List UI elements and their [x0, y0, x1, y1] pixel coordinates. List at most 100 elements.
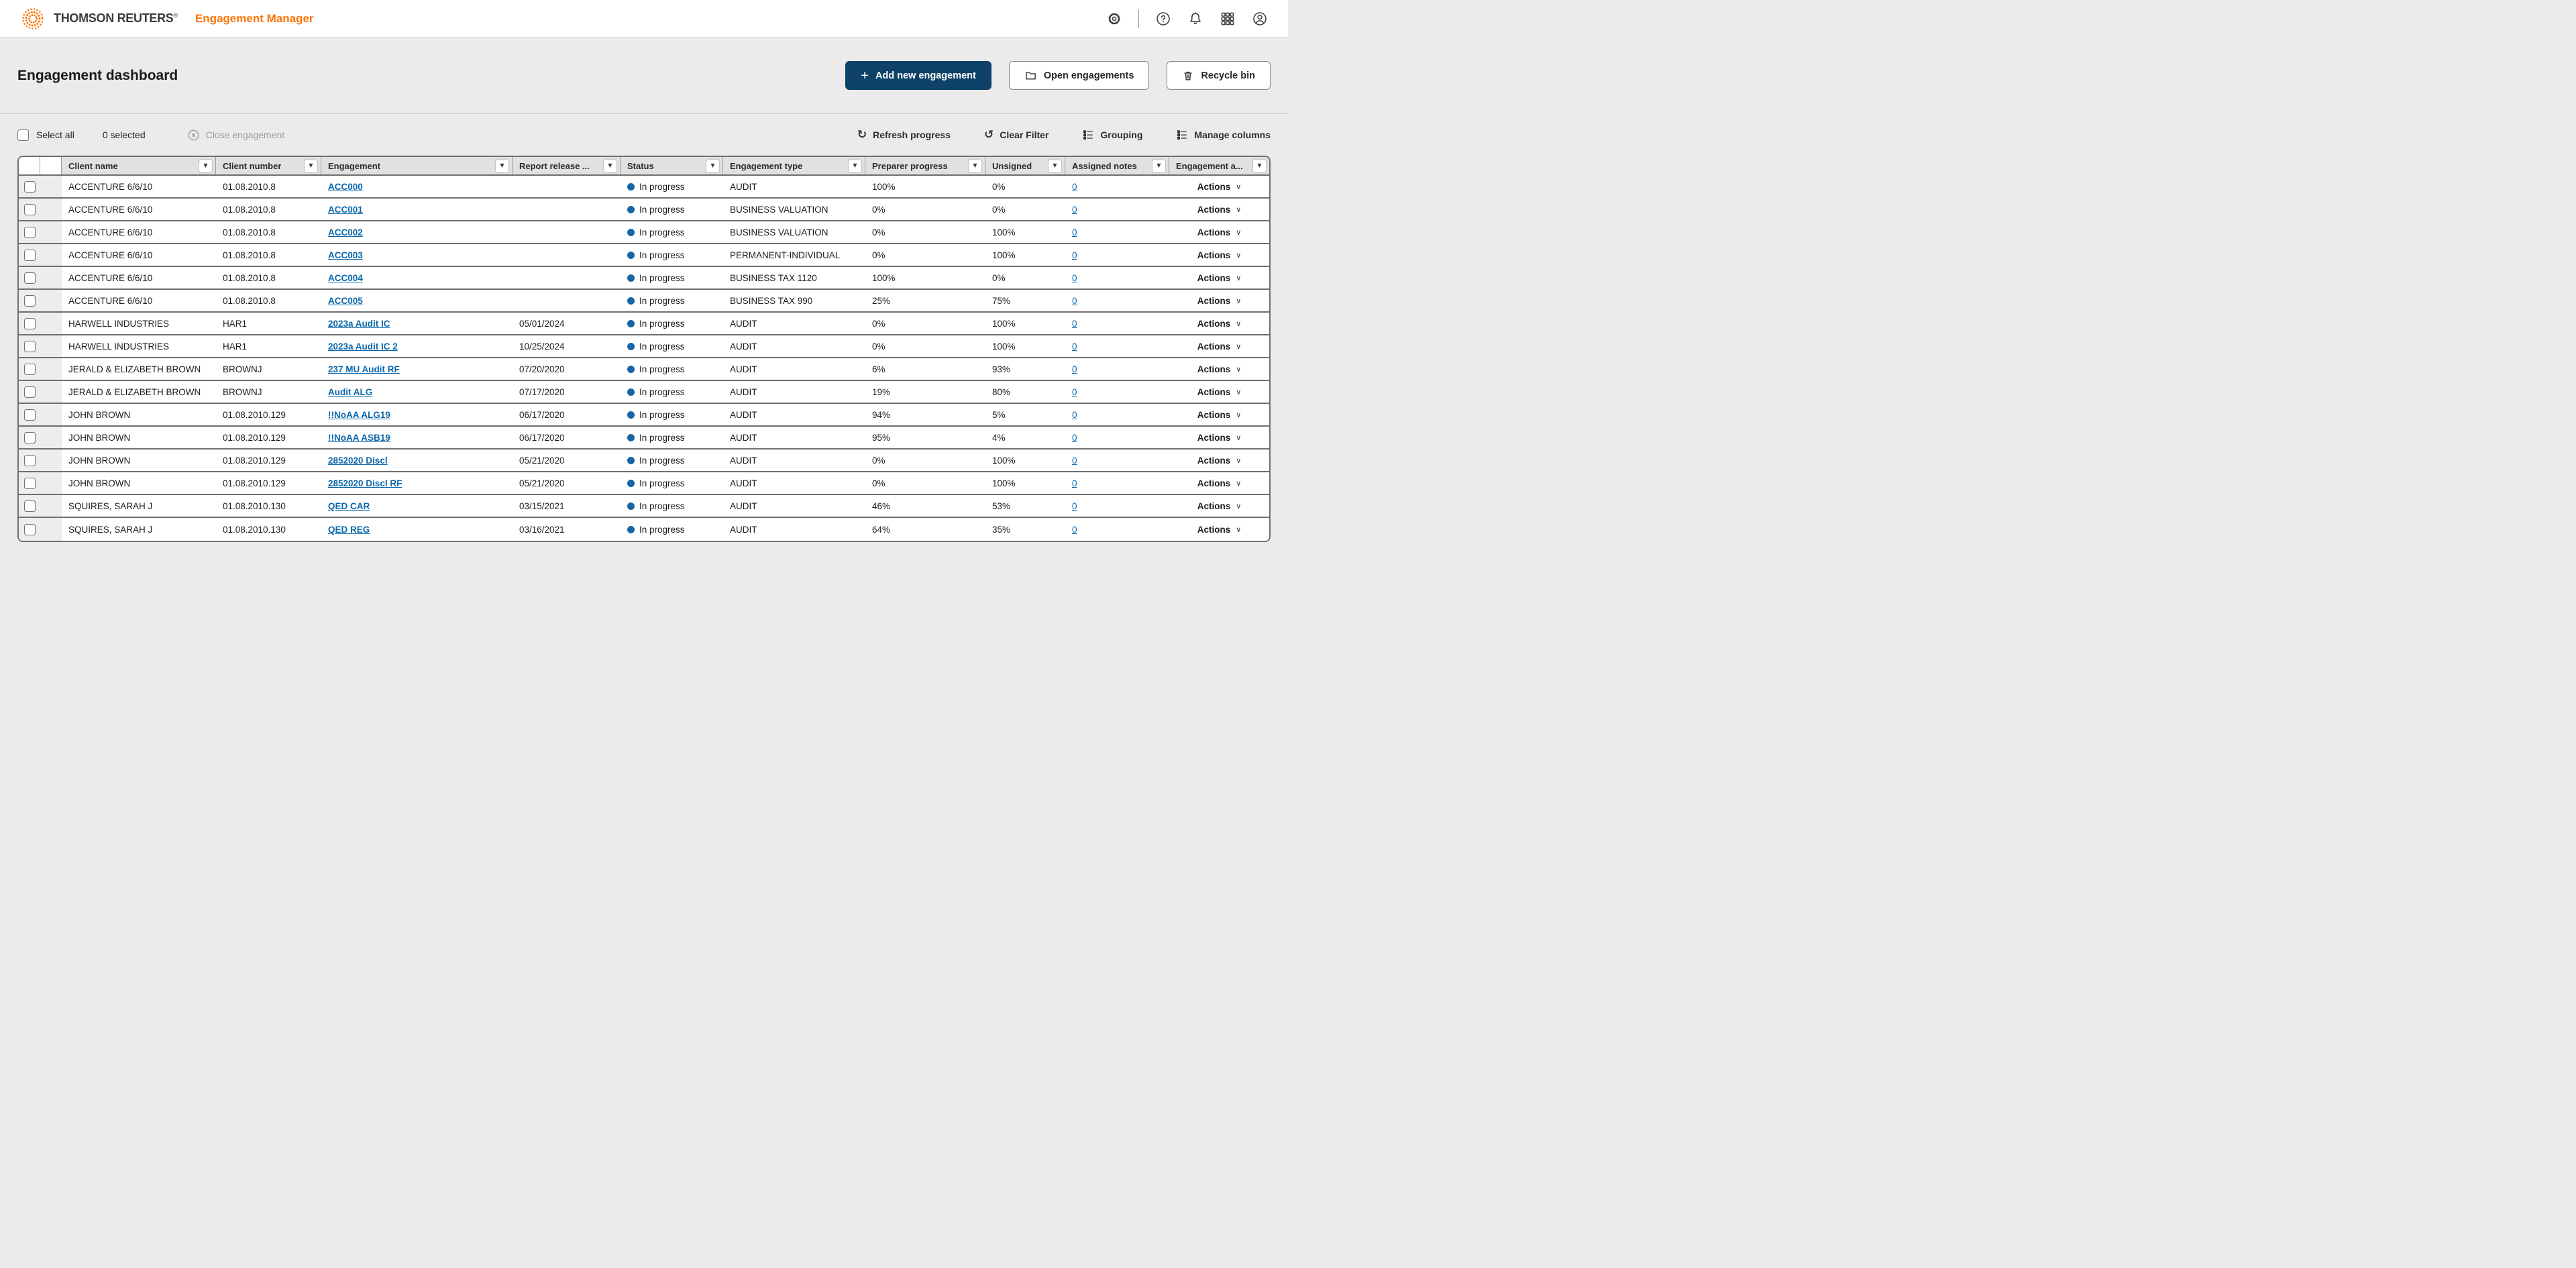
engagement-link[interactable]: 2023a Audit IC 2: [328, 341, 398, 352]
recycle-bin-button[interactable]: Recycle bin: [1167, 61, 1271, 90]
engagement-link[interactable]: QED CAR: [328, 500, 370, 511]
assigned-notes-link[interactable]: 0: [1072, 455, 1077, 466]
assigned-notes-link[interactable]: 0: [1072, 364, 1077, 374]
row-checkbox[interactable]: [23, 317, 36, 329]
engagement-link[interactable]: QED REG: [328, 524, 370, 535]
actions-dropdown-button[interactable]: Actions ∨: [1197, 318, 1242, 329]
engagement-link[interactable]: !!NoAA ASB19: [328, 432, 390, 443]
close-engagement-button[interactable]: Close engagement: [187, 129, 284, 142]
row-checkbox[interactable]: [23, 431, 36, 443]
notifications-bell-icon[interactable]: [1187, 11, 1203, 27]
add-new-engagement-button[interactable]: + Add new engagement: [845, 61, 991, 90]
assigned-notes-link[interactable]: 0: [1072, 341, 1077, 352]
actions-dropdown-button[interactable]: Actions ∨: [1197, 364, 1242, 374]
assigned-notes-link[interactable]: 0: [1072, 478, 1077, 488]
refresh-progress-button[interactable]: ↻ Refresh progress: [857, 127, 951, 142]
actions-dropdown-button[interactable]: Actions ∨: [1197, 524, 1242, 535]
actions-dropdown-button[interactable]: Actions ∨: [1197, 295, 1242, 306]
user-avatar-icon[interactable]: [1252, 11, 1268, 27]
engagement-link[interactable]: 2852020 Discl: [328, 455, 388, 466]
row-checkbox[interactable]: [23, 386, 36, 398]
assigned-notes-link[interactable]: 0: [1072, 295, 1077, 306]
assigned-notes-link[interactable]: 0: [1072, 272, 1077, 283]
actions-dropdown-button[interactable]: Actions ∨: [1197, 227, 1242, 237]
column-filter-button[interactable]: ▼: [603, 158, 617, 173]
assigned-notes-link[interactable]: 0: [1072, 432, 1077, 443]
assigned-notes-link[interactable]: 0: [1072, 204, 1077, 215]
table-row: JERALD & ELIZABETH BROWN BROWNJ 237 MU A…: [19, 358, 1269, 381]
client-number-cell: 01.08.2010.130: [223, 524, 286, 535]
row-checkbox[interactable]: [23, 203, 36, 215]
assigned-notes-link[interactable]: 0: [1072, 250, 1077, 260]
engagement-cell: ACC002: [321, 221, 513, 243]
manage-columns-button[interactable]: Manage columns: [1176, 129, 1271, 141]
page-header-buttons: + Add new engagement Open engagements Re…: [845, 61, 1271, 90]
open-engagements-button[interactable]: Open engagements: [1008, 61, 1150, 90]
engagement-link[interactable]: Audit ALG: [328, 386, 373, 397]
row-checkbox[interactable]: [23, 523, 36, 535]
row-checkbox[interactable]: [23, 226, 36, 238]
chevron-down-icon: ∨: [1236, 478, 1242, 488]
engagement-link[interactable]: ACC004: [328, 272, 363, 283]
status-cell: In progress: [621, 176, 723, 197]
select-all-checkbox[interactable]: [17, 129, 29, 141]
actions-dropdown-button[interactable]: Actions ∨: [1197, 181, 1242, 192]
row-checkbox[interactable]: [23, 363, 36, 375]
brand-name: THOMSON REUTERS®: [54, 11, 178, 25]
column-filter-button[interactable]: ▼: [495, 158, 509, 173]
row-select-cell: [19, 244, 40, 266]
row-checkbox[interactable]: [23, 500, 36, 512]
engagement-link[interactable]: 2023a Audit IC: [328, 318, 390, 329]
row-checkbox[interactable]: [23, 249, 36, 261]
column-filter-button[interactable]: ▼: [848, 158, 862, 173]
engagement-link[interactable]: ACC003: [328, 250, 363, 260]
column-filter-button[interactable]: ▼: [1048, 158, 1062, 173]
preparer-progress-cell: 0%: [872, 204, 885, 215]
actions-dropdown-button[interactable]: Actions ∨: [1197, 478, 1242, 488]
column-filter-button[interactable]: ▼: [968, 158, 982, 173]
row-checkbox[interactable]: [23, 477, 36, 489]
row-checkbox[interactable]: [23, 454, 36, 466]
engagement-link[interactable]: ACC002: [328, 227, 363, 237]
assigned-notes-link[interactable]: 0: [1072, 181, 1077, 192]
column-filter-button[interactable]: ▼: [1252, 158, 1267, 173]
actions-dropdown-button[interactable]: Actions ∨: [1197, 204, 1242, 215]
engagement-link[interactable]: 2852020 Discl RF: [328, 478, 402, 488]
actions-dropdown-button[interactable]: Actions ∨: [1197, 341, 1242, 352]
engagement-link[interactable]: ACC001: [328, 204, 363, 215]
engagement-link[interactable]: ACC000: [328, 181, 363, 192]
actions-dropdown-button[interactable]: Actions ∨: [1197, 432, 1242, 443]
help-icon[interactable]: [1155, 11, 1171, 27]
assigned-notes-link[interactable]: 0: [1072, 227, 1077, 237]
row-checkbox[interactable]: [23, 340, 36, 352]
assigned-notes-link[interactable]: 0: [1072, 524, 1077, 535]
actions-dropdown-button[interactable]: Actions ∨: [1197, 409, 1242, 420]
assigned-notes-link[interactable]: 0: [1072, 500, 1077, 511]
app-launcher-grid-icon[interactable]: [1220, 11, 1236, 27]
engagement-actions-cell: Actions ∨: [1169, 450, 1269, 471]
engagement-link[interactable]: 237 MU Audit RF: [328, 364, 400, 374]
grouping-button[interactable]: Grouping: [1082, 129, 1142, 141]
assigned-notes-link[interactable]: 0: [1072, 409, 1077, 420]
row-checkbox[interactable]: [23, 409, 36, 421]
actions-dropdown-button[interactable]: Actions ∨: [1197, 272, 1242, 283]
assigned-notes-link[interactable]: 0: [1072, 386, 1077, 397]
column-filter-button[interactable]: ▼: [199, 158, 213, 173]
assigned-notes-link[interactable]: 0: [1072, 318, 1077, 329]
actions-dropdown-button[interactable]: Actions ∨: [1197, 500, 1242, 511]
column-filter-button[interactable]: ▼: [304, 158, 318, 173]
actions-dropdown-button[interactable]: Actions ∨: [1197, 386, 1242, 397]
actions-dropdown-button[interactable]: Actions ∨: [1197, 455, 1242, 466]
status-dot-icon: [627, 525, 635, 533]
clear-filter-button[interactable]: ↺ Clear Filter: [984, 127, 1049, 142]
row-checkbox[interactable]: [23, 180, 36, 193]
actions-dropdown-button[interactable]: Actions ∨: [1197, 250, 1242, 260]
row-checkbox[interactable]: [23, 272, 36, 284]
engagement-link[interactable]: !!NoAA ALG19: [328, 409, 390, 420]
engagement-link[interactable]: ACC005: [328, 295, 363, 306]
column-filter-button[interactable]: ▼: [1152, 158, 1166, 173]
filter-caret-icon: ▼: [710, 162, 715, 168]
column-filter-button[interactable]: ▼: [706, 158, 720, 173]
settings-gear-icon[interactable]: [1106, 11, 1122, 27]
row-checkbox[interactable]: [23, 295, 36, 307]
